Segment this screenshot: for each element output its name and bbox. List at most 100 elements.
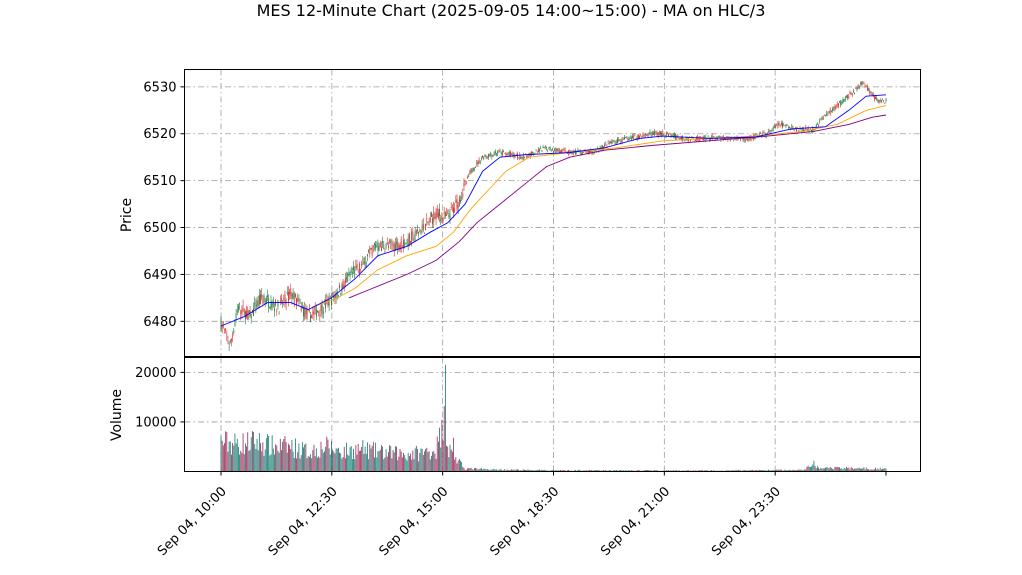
volume-bar	[687, 470, 689, 472]
candle-body	[292, 293, 294, 299]
candle-body	[747, 138, 749, 141]
candle-body	[417, 230, 418, 231]
candle-body	[265, 298, 267, 304]
candle-body	[358, 263, 360, 274]
volume-bar	[885, 468, 887, 472]
candle-body	[504, 152, 506, 154]
volume-bar	[528, 469, 530, 472]
candle-body	[470, 169, 472, 174]
candle-body	[361, 264, 363, 266]
volume-bar	[220, 435, 222, 472]
volume-bar	[823, 468, 825, 472]
x-tick-label: Sep 04, 12:30	[266, 484, 341, 559]
volume-bar	[231, 454, 232, 472]
volume-bar	[242, 433, 244, 472]
volume-bar	[367, 442, 368, 472]
volume-bar	[883, 468, 885, 472]
candle-body	[379, 242, 381, 248]
candle-body	[744, 139, 746, 141]
candle-body	[436, 208, 438, 218]
candle-body	[572, 151, 574, 155]
candle-body	[829, 109, 831, 114]
candle-body	[508, 152, 510, 155]
candle-body	[767, 132, 768, 134]
candle-body	[751, 137, 753, 139]
volume-bar	[872, 469, 874, 472]
candle-body	[456, 199, 458, 210]
volume-bar	[734, 470, 736, 472]
candle-body	[569, 150, 571, 154]
candle-body	[668, 133, 670, 137]
volume-bar	[448, 457, 450, 472]
volume-bar	[227, 451, 229, 472]
candle-body	[542, 147, 544, 148]
volume-bar	[437, 441, 439, 472]
volume-bar	[736, 470, 738, 472]
candle-body	[431, 212, 432, 217]
volume-bar	[500, 469, 502, 472]
candle-body	[425, 223, 427, 231]
volume-panel: 10000 20000 Volume	[109, 357, 921, 472]
candle-body	[341, 285, 343, 293]
candle-body	[392, 245, 394, 247]
candle-body	[848, 95, 850, 99]
volume-bar	[346, 442, 347, 472]
volume-bar	[221, 440, 223, 472]
candle-body	[282, 303, 284, 305]
volume-bar	[675, 470, 676, 472]
candle-body	[331, 298, 332, 306]
candle-body	[506, 153, 508, 156]
price-tick-label: 6490	[143, 268, 176, 283]
x-tick-label: Sep 04, 21:00	[598, 484, 673, 559]
x-tick-label: Sep 04, 23:30	[709, 484, 784, 559]
volume-bar	[656, 470, 658, 472]
volume-bar	[325, 446, 327, 472]
candle-body	[678, 138, 680, 139]
candle-body	[551, 148, 553, 151]
candle-body	[863, 82, 865, 84]
volume-bar	[428, 451, 430, 472]
candle-body	[234, 322, 236, 326]
candle-body	[415, 229, 417, 234]
candle-body	[224, 328, 225, 330]
volume-bar	[321, 449, 323, 472]
candle-body	[878, 100, 880, 103]
candle-body	[548, 147, 550, 148]
candle-body	[620, 140, 622, 143]
volume-bar	[604, 470, 606, 472]
volume-bar	[757, 470, 759, 472]
candle-body	[598, 150, 600, 152]
candle-body	[382, 241, 384, 244]
candle-body	[693, 140, 695, 142]
volume-bar	[434, 453, 436, 472]
volume-bar	[476, 468, 478, 472]
candle-body	[450, 207, 452, 208]
candle-body	[479, 161, 481, 163]
volume-bar	[807, 465, 809, 472]
candle-body	[514, 156, 516, 157]
volume-bar	[875, 467, 876, 472]
moving-averages	[220, 94, 887, 327]
volume-bar	[320, 441, 322, 472]
volume-bar	[785, 470, 787, 472]
volume-bar	[705, 470, 707, 472]
candle-body	[274, 308, 275, 311]
volume-bar	[663, 470, 665, 472]
volume-bar	[474, 468, 475, 472]
candle-body	[762, 132, 764, 135]
candle-body	[278, 313, 280, 315]
candle-body	[385, 244, 387, 249]
candle-body	[667, 132, 668, 134]
candle-body	[318, 312, 320, 313]
candle-body	[583, 152, 585, 153]
candle-body	[674, 133, 675, 137]
volume-bar	[322, 452, 324, 472]
candle-body	[632, 135, 633, 138]
volume-bar	[812, 464, 814, 472]
volume-bar	[421, 448, 423, 472]
candle-body	[227, 341, 229, 342]
volume-bar	[329, 454, 331, 472]
volume-bar	[847, 468, 849, 472]
volume-bar	[290, 449, 292, 472]
volume-bar	[855, 468, 857, 472]
